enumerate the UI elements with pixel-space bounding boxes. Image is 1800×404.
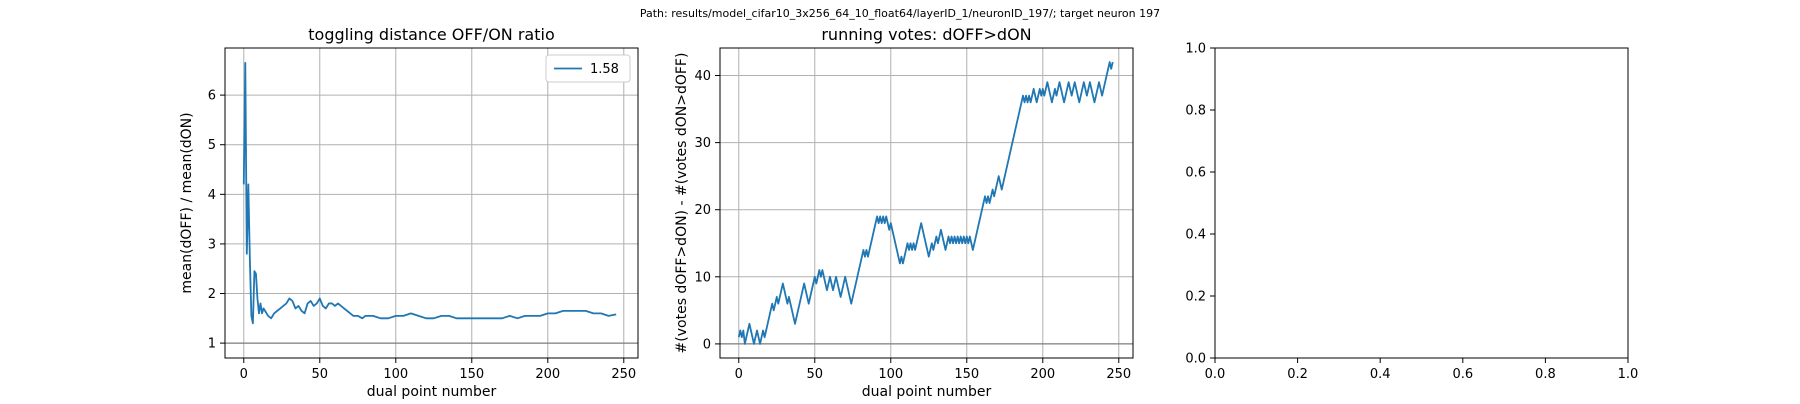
- y-tick-label: 5: [208, 138, 216, 153]
- axes-frame: [719, 47, 1134, 359]
- y-tick-label: 4: [208, 188, 216, 203]
- y-tick-label: 0.6: [1185, 166, 1206, 181]
- axes-frame: [1214, 47, 1629, 359]
- y-tick-label: 0.8: [1185, 104, 1206, 119]
- x-tick-label: 0.0: [1205, 367, 1226, 382]
- y-tick-label: 0.4: [1185, 228, 1206, 243]
- y-tick-label: 30: [694, 136, 711, 151]
- x-tick-label: 1.0: [1618, 367, 1639, 382]
- x-tick-label: 200: [1030, 367, 1055, 382]
- y-tick-label: 3: [208, 237, 216, 252]
- x-tick-label: 150: [954, 367, 979, 382]
- y-tick-label: 20: [694, 203, 711, 218]
- y-axis-label: mean(dOFF) / mean(dON): [179, 112, 195, 293]
- y-tick-label: 0: [703, 337, 711, 352]
- x-tick-label: 0.2: [1287, 367, 1308, 382]
- subplot-1: 0 50 100 150 200 250 0 10 20 30 40 running votes: d…: [674, 25, 1134, 400]
- y-tick-label: 0.2: [1185, 290, 1206, 305]
- legend-entry: 1.58: [590, 62, 619, 77]
- subplot-title: toggling distance OFF/ON ratio: [308, 25, 554, 44]
- legend-box: [545, 54, 631, 83]
- x-tick-label: 50: [312, 367, 329, 382]
- y-tick-label: 6: [208, 89, 216, 104]
- y-tick-label: 1: [208, 337, 216, 352]
- x-axis-label: dual point number: [367, 384, 497, 400]
- x-tick-label: 200: [535, 367, 560, 382]
- x-tick-label: 250: [611, 367, 636, 382]
- series-line: [737, 61, 1114, 345]
- axes-frame: [224, 47, 639, 359]
- series-line: [242, 61, 617, 325]
- y-tick-label: 10: [694, 270, 711, 285]
- x-tick-label: 0.4: [1370, 367, 1391, 382]
- x-tick-label: 0: [240, 367, 248, 382]
- x-tick-label: 150: [459, 367, 484, 382]
- x-tick-label: 100: [383, 367, 408, 382]
- x-tick-label: 0.8: [1535, 367, 1556, 382]
- subplot-2: 0.0 0.2 0.4 0.6 0.8 1.0 0.0 0.2 0.4 0.6 0.8 1.0: [1185, 42, 1638, 383]
- subplot-title: running votes: dOFF>dON: [821, 25, 1031, 44]
- y-tick-label: 1.0: [1185, 42, 1206, 57]
- x-axis-label: dual point number: [862, 384, 992, 400]
- figure-suptitle: Path: results/model_cifar10_3x256_64_10_…: [640, 7, 1160, 20]
- y-tick-label: 2: [208, 287, 216, 302]
- y-axis-label: #(votes dOFF>dON) - #(votes dON>dOFF): [674, 53, 690, 354]
- x-tick-label: 250: [1106, 367, 1131, 382]
- x-tick-label: 100: [878, 367, 903, 382]
- x-tick-label: 0.6: [1452, 367, 1473, 382]
- y-tick-label: 0.0: [1185, 352, 1206, 367]
- x-tick-label: 50: [807, 367, 824, 382]
- x-tick-label: 0: [735, 367, 743, 382]
- subplot-0: 0 50 100 150 200 250 1 2 3 4 5 6 toggling distance O…: [179, 25, 639, 400]
- y-tick-label: 40: [694, 69, 711, 84]
